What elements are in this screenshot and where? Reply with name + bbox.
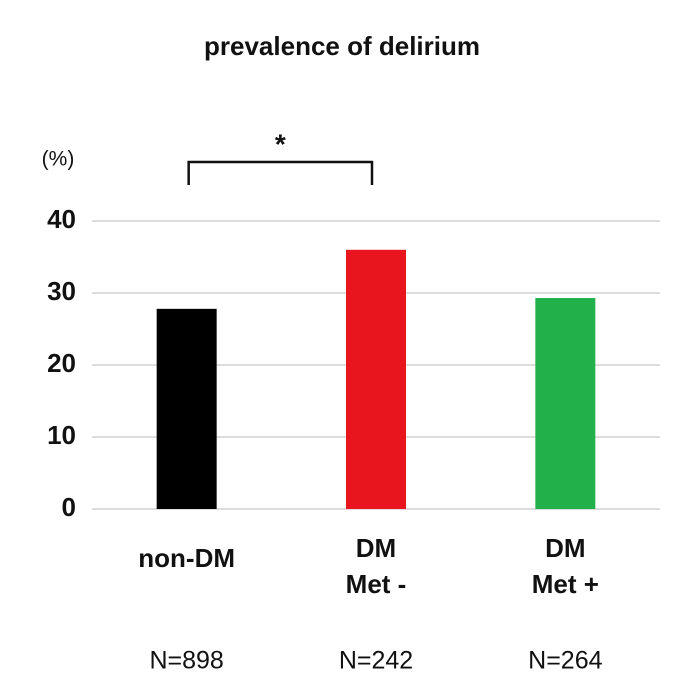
- x-tick-label: DM: [545, 533, 585, 563]
- sample-size: N=242: [339, 647, 413, 675]
- significance-bracket: [187, 160, 374, 185]
- sample-size: N=264: [528, 647, 602, 675]
- y-tick-label: 20: [47, 348, 76, 378]
- y-tick-label: 10: [47, 420, 76, 450]
- y-tick-label: 40: [47, 204, 76, 234]
- x-tick-label: Met -: [346, 569, 407, 599]
- bar: [346, 249, 406, 510]
- significance-label: *: [275, 128, 286, 159]
- x-tick-label: DM: [356, 533, 396, 563]
- bar: [535, 298, 596, 509]
- y-axis-label: (%): [42, 148, 75, 171]
- bar: [156, 308, 217, 509]
- chart-title: prevalence of delirium: [204, 31, 480, 61]
- sample-size: N=898: [149, 647, 223, 675]
- y-tick-label: 0: [62, 492, 76, 522]
- x-tick-label: Met +: [532, 569, 599, 599]
- x-tick-label: non-DM: [138, 543, 235, 573]
- y-tick-label: 30: [47, 276, 76, 306]
